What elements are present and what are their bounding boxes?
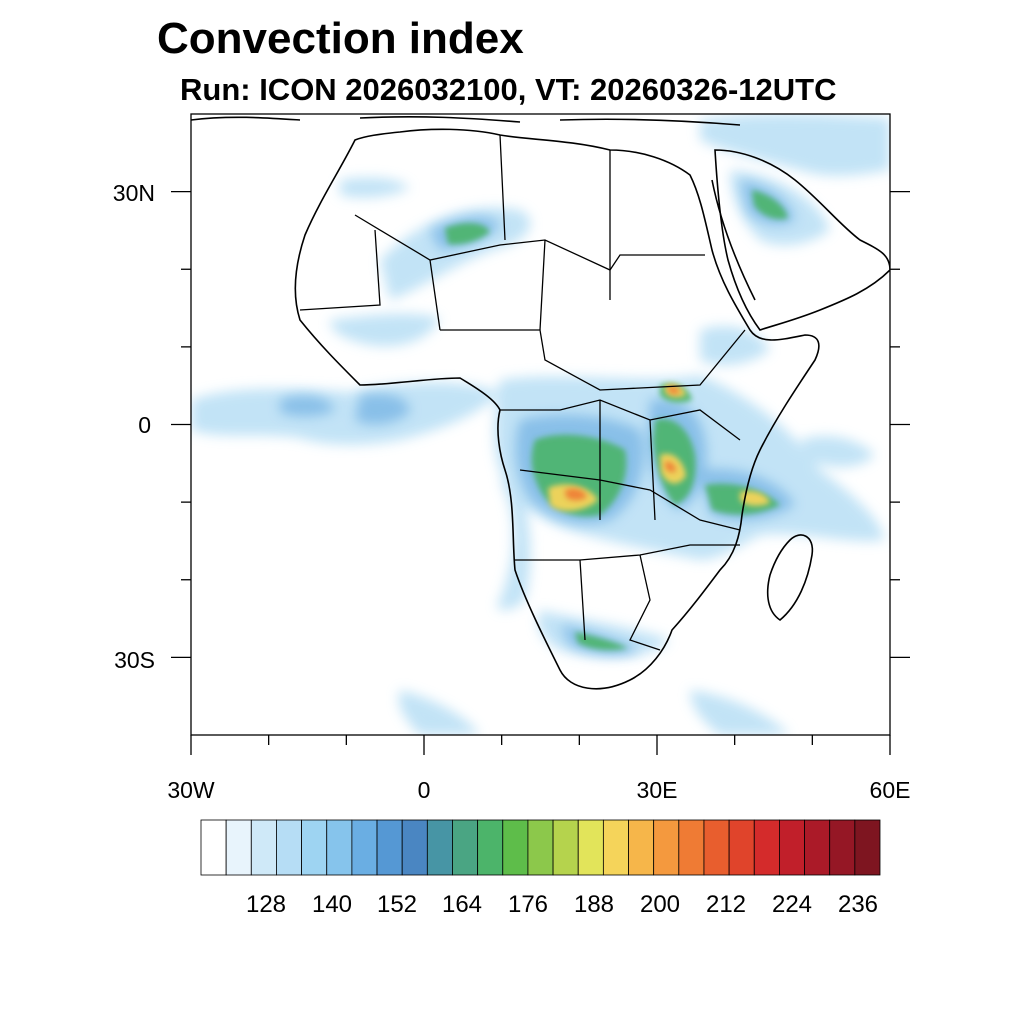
chart-subtitle: Run: ICON 2026032100, VT: 20260326-12UTC <box>180 72 837 107</box>
colorbar <box>200 819 881 876</box>
colorbar-swatch <box>829 819 856 876</box>
colorbar-swatch <box>602 819 629 876</box>
convection-field <box>191 114 890 735</box>
colorbar-label: 164 <box>442 891 482 918</box>
colorbar-swatch <box>276 819 302 876</box>
colorbar-label: 200 <box>640 891 680 918</box>
lat-tick-label: 30N <box>113 180 155 206</box>
colorbar-label: 152 <box>377 891 417 918</box>
colorbar-swatch <box>728 819 755 876</box>
colorbar-swatch <box>452 819 479 876</box>
colorbar-swatch <box>653 819 680 876</box>
colorbar-swatch <box>376 819 403 876</box>
colorbar-label: 140 <box>312 891 352 918</box>
colorbar-label: 176 <box>508 891 548 918</box>
colorbar-swatch <box>351 819 378 876</box>
colorbar-swatch <box>250 819 277 876</box>
colorbar-label: 212 <box>706 891 746 918</box>
colorbar-swatch <box>426 819 453 876</box>
colorbar-swatch <box>628 819 655 876</box>
chart-title: Convection index <box>157 14 524 63</box>
coastlines <box>191 115 890 690</box>
colorbar-swatch <box>527 819 554 876</box>
colorbar-label: 188 <box>574 891 614 918</box>
colorbar-swatch <box>804 819 831 876</box>
colorbar-label: 224 <box>772 891 812 918</box>
colorbar-swatch <box>326 819 353 876</box>
colorbar-swatch <box>225 819 252 876</box>
colorbar-swatch <box>753 819 780 876</box>
lon-tick-label: 0 <box>418 777 431 803</box>
colorbar-swatch <box>401 819 428 876</box>
colorbar-swatch <box>703 819 730 876</box>
colorbar-label: 236 <box>838 891 878 918</box>
colorbar-swatch <box>301 819 328 876</box>
country-borders <box>299 134 746 651</box>
axis-ticks <box>171 190 910 755</box>
lon-tick-label: 30E <box>637 777 678 803</box>
lat-tick-label: 0 <box>138 412 151 438</box>
colorbar-swatch <box>678 819 705 876</box>
colorbar-swatch <box>200 819 227 876</box>
colorbar-labels: 128 140 152 164 176 188 200 212 224 236 <box>246 891 878 918</box>
lon-tick-label: 30W <box>167 777 215 803</box>
colorbar-swatch <box>477 819 504 876</box>
colorbar-swatch <box>779 819 805 876</box>
lat-tick-label: 30S <box>114 647 155 673</box>
colorbar-swatch <box>552 819 579 876</box>
colorbar-swatch <box>577 819 604 876</box>
colorbar-label: 128 <box>246 891 286 918</box>
colorbar-swatch <box>854 819 881 876</box>
colorbar-swatch <box>502 819 529 876</box>
lon-tick-label: 60E <box>870 777 911 803</box>
